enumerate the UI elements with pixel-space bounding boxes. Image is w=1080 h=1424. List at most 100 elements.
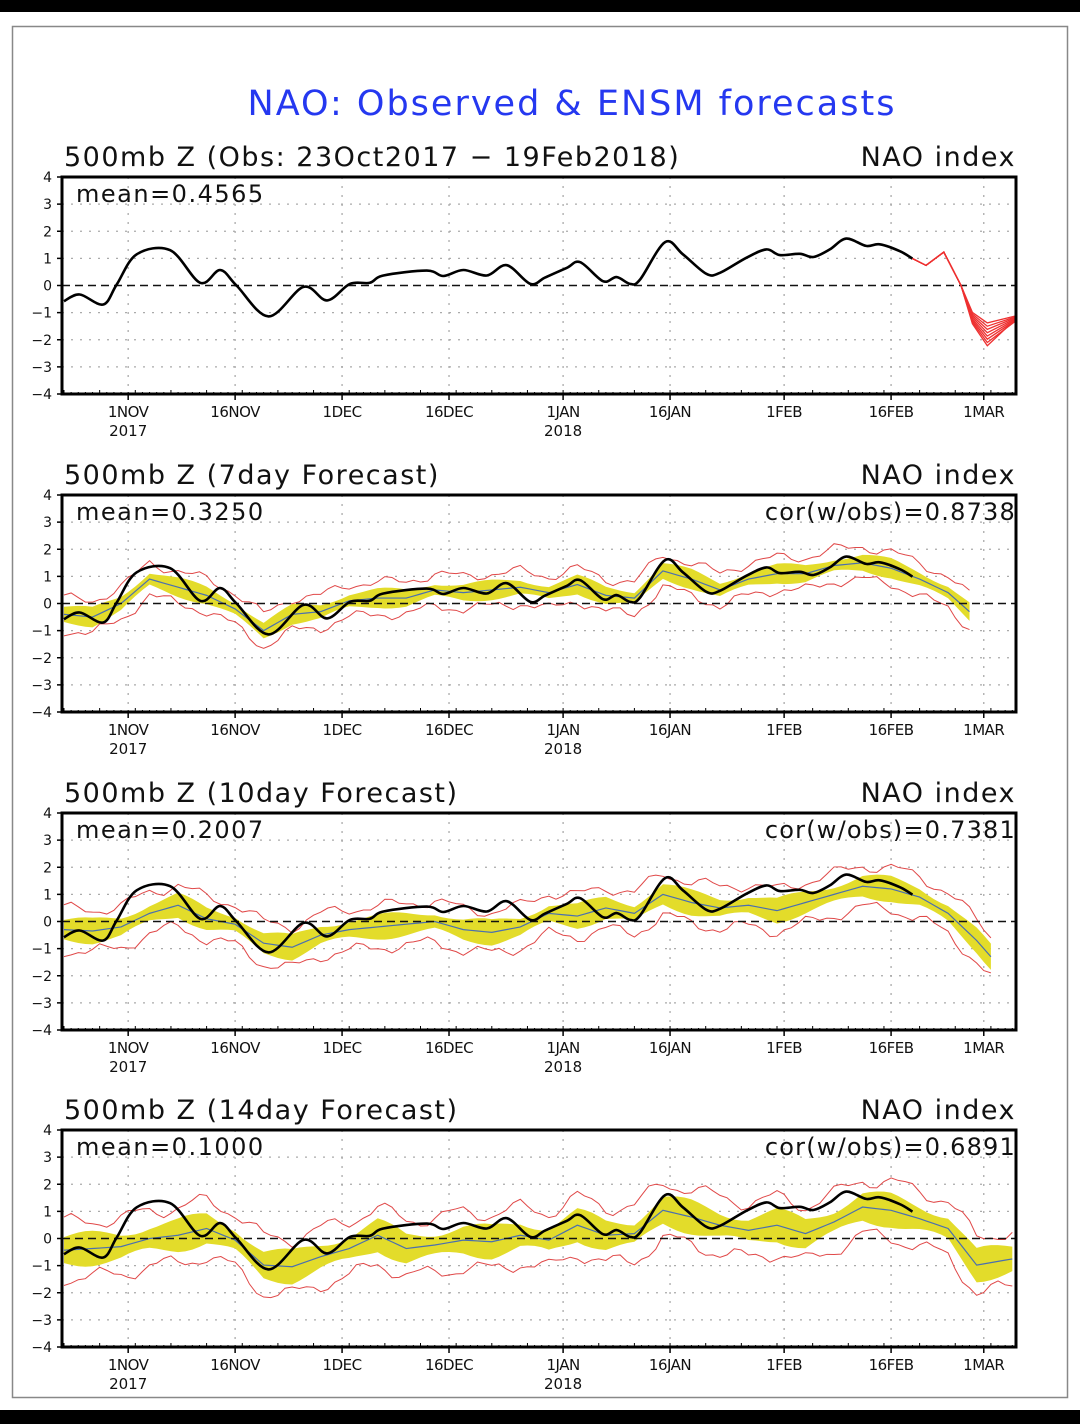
mean-label: mean=0.1000 [76, 1133, 265, 1161]
x-tick-label: 16DEC [425, 1356, 473, 1374]
x-tick-label: 1MAR [963, 1039, 1004, 1057]
y-tick-label: −4 [31, 387, 52, 403]
x-tick-label: 1JAN [547, 721, 580, 739]
x-tick-label: 16NOV [210, 403, 261, 421]
panel-2: 500mb Z (10day Forecast) NAO index 4 3 2 1 0 −1… [31, 778, 1018, 1076]
panel-right-label: NAO index [861, 1095, 1016, 1126]
x-tick-year: 2018 [544, 740, 582, 758]
correlation-label: cor(w/obs)=0.6891 [765, 1133, 1016, 1161]
x-tick-year: 2018 [544, 1058, 582, 1076]
x-tick-year: 2018 [544, 422, 582, 440]
y-tick-label: 3 [43, 197, 52, 213]
x-tick-label: 1MAR [963, 721, 1004, 739]
y-tick-label: 3 [43, 1150, 52, 1166]
ensemble-mean-line [63, 562, 970, 632]
y-tick-label: 3 [43, 515, 52, 531]
x-tick-year: 2017 [109, 740, 147, 758]
x-tick-label: 16NOV [210, 1039, 261, 1057]
y-tick-label: 4 [43, 806, 52, 822]
panel-1: 500mb Z (7day Forecast) NAO index 4 3 2 1 0 −1 −… [31, 460, 1018, 758]
x-tick-label: 16FEB [869, 1039, 914, 1057]
y-tick-label: −1 [31, 624, 52, 640]
x-tick-label: 16JAN [649, 1356, 691, 1374]
panel-right-label: NAO index [861, 142, 1016, 173]
x-tick-year: 2017 [109, 1375, 147, 1393]
y-tick-label: −3 [31, 996, 52, 1012]
y-tick-label: −2 [31, 969, 52, 985]
x-tick-label: 1NOV [108, 403, 150, 421]
ensemble-min-line [63, 901, 992, 974]
y-tick-label: 1 [43, 251, 52, 267]
y-tick-label: −3 [31, 360, 52, 376]
x-tick-label: 16JAN [649, 721, 691, 739]
y-tick-label: −4 [31, 1340, 52, 1356]
mean-label: mean=0.3250 [76, 498, 265, 526]
x-tick-label: 16JAN [649, 403, 691, 421]
x-tick-label: 16NOV [210, 721, 261, 739]
x-tick-label: 16DEC [425, 721, 473, 739]
y-tick-label: −3 [31, 678, 52, 694]
x-tick-label: 1JAN [547, 1356, 580, 1374]
ensemble-mean-line [63, 1206, 1013, 1268]
x-tick-label: 16JAN [649, 1039, 691, 1057]
x-tick-label: 1DEC [323, 1356, 362, 1374]
x-tick-label: 1DEC [323, 403, 362, 421]
x-tick-label: 1JAN [547, 1039, 580, 1057]
y-tick-label: 2 [43, 224, 52, 240]
forecast-member-line [912, 251, 1017, 324]
y-tick-label: 4 [43, 488, 52, 504]
y-tick-label: 4 [43, 1123, 52, 1139]
panel-0: 500mb Z (Obs: 23Oct2017 − 19Feb2018) NAO … [31, 142, 1018, 440]
y-tick-label: 0 [43, 279, 52, 295]
y-tick-label: −3 [31, 1313, 52, 1329]
panel-title: 500mb Z (Obs: 23Oct2017 − 19Feb2018) [64, 142, 680, 173]
ensemble-spread-band [64, 554, 970, 639]
observed-nao-line [63, 1190, 914, 1271]
y-tick-label: −2 [31, 1286, 52, 1302]
y-tick-label: 1 [43, 887, 52, 903]
y-tick-label: −1 [31, 1259, 52, 1275]
x-tick-label: 16FEB [869, 721, 914, 739]
observed-nao-line [63, 237, 914, 318]
chart-title: NAO: Observed & ENSM forecasts [248, 84, 897, 124]
y-tick-label: 1 [43, 569, 52, 585]
panel-right-label: NAO index [861, 778, 1016, 809]
y-tick-label: 0 [43, 915, 52, 931]
top-black-bar [0, 0, 1080, 12]
mean-label: mean=0.2007 [76, 816, 265, 844]
bottom-black-bar [0, 1410, 1080, 1424]
y-tick-label: 2 [43, 860, 52, 876]
y-tick-label: 2 [43, 1177, 52, 1193]
x-tick-label: 16DEC [425, 403, 473, 421]
panel-title: 500mb Z (10day Forecast) [64, 778, 459, 809]
panel-title: 500mb Z (14day Forecast) [64, 1095, 459, 1126]
panel-3: 500mb Z (14day Forecast) NAO index 4 3 2 1 0 −1… [31, 1095, 1018, 1393]
x-tick-label: 1NOV [108, 1356, 150, 1374]
x-tick-label: 16FEB [869, 403, 914, 421]
x-tick-label: 1FEB [766, 1039, 802, 1057]
x-tick-year: 2017 [109, 422, 147, 440]
ensemble-min-line [63, 1228, 1013, 1299]
y-tick-label: −4 [31, 1023, 52, 1039]
x-tick-label: 1MAR [963, 403, 1004, 421]
panel-title: 500mb Z (7day Forecast) [64, 460, 440, 491]
y-tick-label: −2 [31, 651, 52, 667]
x-tick-label: 1NOV [108, 721, 150, 739]
x-tick-label: 1DEC [323, 1039, 362, 1057]
ensemble-max-line [63, 863, 992, 939]
ensemble-min-line [63, 576, 970, 649]
x-tick-year: 2017 [109, 1058, 147, 1076]
y-tick-label: −1 [31, 306, 52, 322]
correlation-label: cor(w/obs)=0.8738 [765, 498, 1016, 526]
x-tick-label: 1NOV [108, 1039, 150, 1057]
x-tick-label: 16NOV [210, 1356, 261, 1374]
y-tick-label: −2 [31, 333, 52, 349]
ensemble-max-line [63, 1177, 1013, 1248]
x-tick-label: 1MAR [963, 1356, 1004, 1374]
x-tick-label: 1FEB [766, 721, 802, 739]
y-tick-label: −4 [31, 705, 52, 721]
y-tick-label: −1 [31, 942, 52, 958]
panel-right-label: NAO index [861, 460, 1016, 491]
observed-nao-line [63, 555, 914, 636]
